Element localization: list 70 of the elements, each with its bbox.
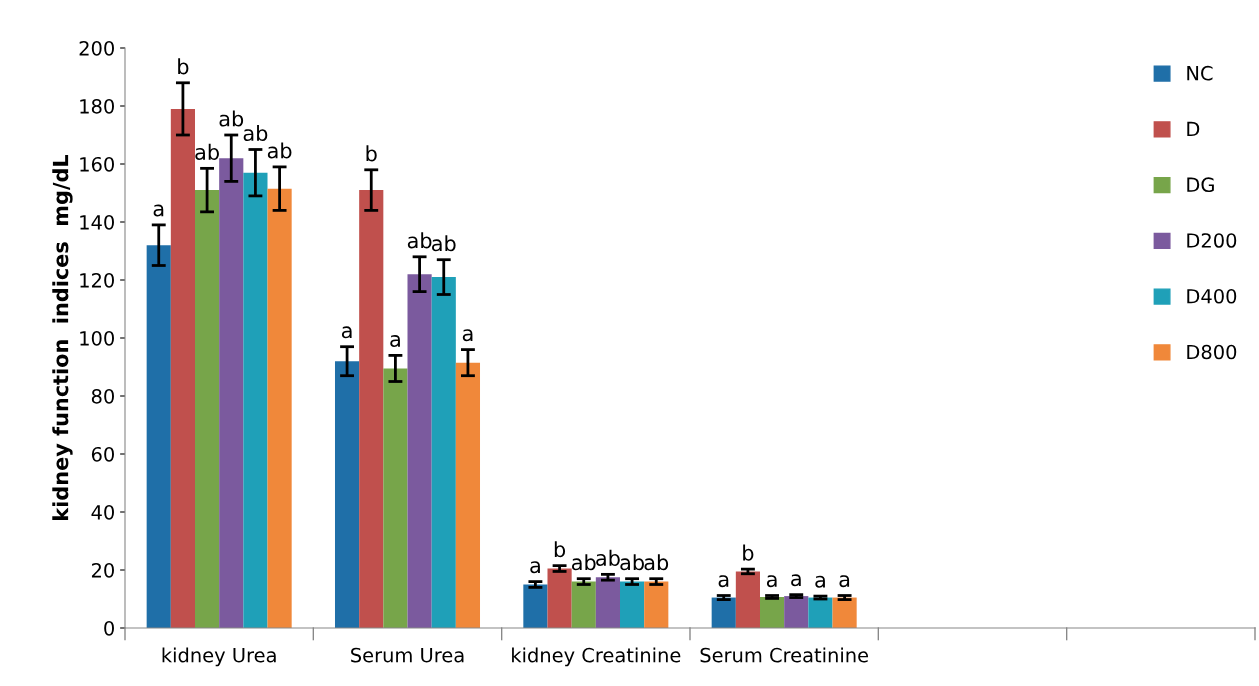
bar (195, 190, 220, 628)
data-label: a (791, 574, 801, 587)
bar (760, 596, 785, 628)
bar (455, 362, 481, 628)
bar (784, 596, 809, 628)
bar (523, 584, 548, 628)
data-label: ab (572, 554, 596, 571)
y-tick-label: 140 (80, 214, 114, 230)
data-label: ab (195, 143, 219, 160)
bar (620, 581, 645, 628)
data-label: ab (432, 235, 456, 252)
bar (219, 158, 244, 628)
data-label: b (178, 58, 189, 75)
y-tick-label: 20 (91, 562, 114, 578)
bar (383, 368, 408, 628)
data-label: ab (243, 124, 268, 142)
data-label: b (554, 541, 566, 558)
data-label: a (390, 335, 400, 348)
data-label: a (462, 329, 473, 342)
x-tick-label: Serum Urea (351, 647, 464, 663)
data-label: a (341, 326, 352, 339)
bar (547, 568, 572, 628)
x-tick-label: Serum Creatinine (700, 647, 869, 663)
x-tick-label: kidney Urea (162, 647, 276, 667)
bar (267, 188, 292, 628)
bar (334, 361, 360, 628)
bar (711, 597, 736, 628)
y-tick-label: 0 (104, 620, 114, 636)
data-label: ab (219, 110, 244, 127)
data-label: ab (407, 232, 432, 249)
bar (735, 571, 760, 628)
data-label: a (153, 204, 164, 217)
y-axis-title: kidney function indices mg/dL (52, 154, 73, 520)
data-label: a (839, 575, 850, 588)
y-tick-label: 160 (80, 156, 114, 172)
y-tick-label: 200 (79, 40, 114, 56)
bar (808, 597, 833, 628)
data-label: b (366, 145, 377, 162)
data-label: a (530, 561, 540, 574)
bar (595, 577, 620, 628)
legend-label: D200 (1187, 233, 1237, 248)
data-label: ab (644, 554, 669, 571)
legend-label: D800 (1187, 344, 1237, 360)
y-tick-label: 180 (80, 98, 114, 114)
data-label: a (718, 575, 729, 588)
legend-label: DG (1187, 177, 1214, 193)
bar (431, 277, 456, 628)
y-tick-label: 80 (91, 388, 114, 404)
bar (170, 108, 195, 628)
bar (644, 581, 669, 628)
y-tick-label: 40 (91, 504, 114, 520)
bar (407, 274, 432, 628)
bar (243, 172, 268, 628)
data-label: a (815, 575, 825, 588)
y-tick-label: 120 (80, 272, 114, 288)
data-label: b (743, 544, 754, 561)
y-tick-label: 100 (80, 330, 114, 346)
bar (832, 597, 857, 628)
bar (359, 190, 384, 628)
data-label: ab (596, 549, 620, 566)
legend-label: D400 (1187, 288, 1237, 304)
legend-label: D (1187, 121, 1200, 137)
bar (571, 581, 596, 628)
bar (146, 245, 171, 628)
legend-label: NC (1187, 65, 1213, 81)
x-tick-label: kidney Creatinine (512, 647, 681, 667)
data-label: ab (620, 554, 644, 571)
data-label: ab (267, 142, 292, 159)
data-label: a (766, 575, 777, 588)
y-tick-label: 60 (91, 446, 114, 462)
